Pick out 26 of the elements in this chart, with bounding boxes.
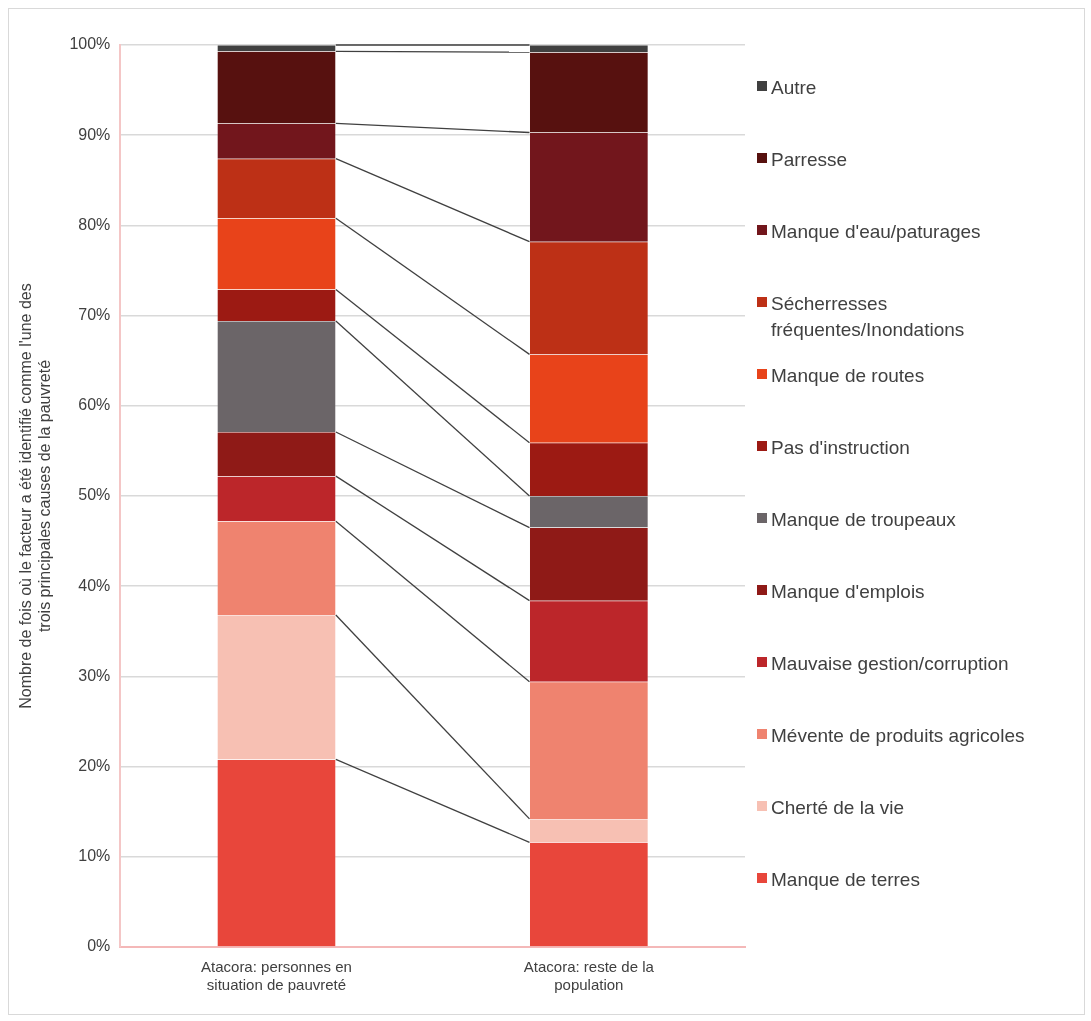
y-tick-label: 30%	[78, 666, 111, 684]
legend-label: Pas d'instruction	[771, 436, 910, 460]
legend-label: Mévente de produits agricoles	[771, 724, 1025, 748]
y-tick-label: 80%	[78, 215, 111, 233]
x-tick-label: Atacora: reste de la population	[523, 958, 655, 994]
x-tick-label: Atacora: personnes en situation de pauvreté	[201, 958, 352, 994]
legend-label: Manque d'emplois	[771, 580, 925, 604]
y-tick-label: 50%	[78, 486, 111, 504]
legend-label: Autre	[771, 76, 817, 100]
legend-label: Mauvaise gestion/corruption	[771, 652, 1009, 676]
legend-label: Manque de terres	[771, 868, 920, 892]
legend-label: Sécherresses fréquentes/Inondations	[771, 292, 966, 342]
y-tick-label: 60%	[78, 396, 111, 414]
y-tick-label: 70%	[78, 306, 111, 324]
legend-label: Manque d'eau/paturages	[771, 220, 981, 244]
y-tick-label: 100%	[69, 35, 111, 53]
y-tick-label: 20%	[78, 757, 111, 775]
y-tick-label: 0%	[87, 937, 111, 955]
y-axis-title: Nombre de fois où le facteur a été identifié comme l'une des trois principales causes de la pauvreté	[17, 283, 54, 709]
legend-label: Manque de troupeaux	[771, 508, 956, 532]
legend-label: Cherté de la vie	[771, 796, 905, 820]
y-tick-label: 40%	[78, 576, 111, 594]
y-tick-label: 90%	[78, 125, 111, 143]
legend-label: Parresse	[771, 148, 848, 172]
legend-label: Manque de routes	[771, 364, 925, 388]
y-tick-label: 10%	[78, 847, 111, 865]
